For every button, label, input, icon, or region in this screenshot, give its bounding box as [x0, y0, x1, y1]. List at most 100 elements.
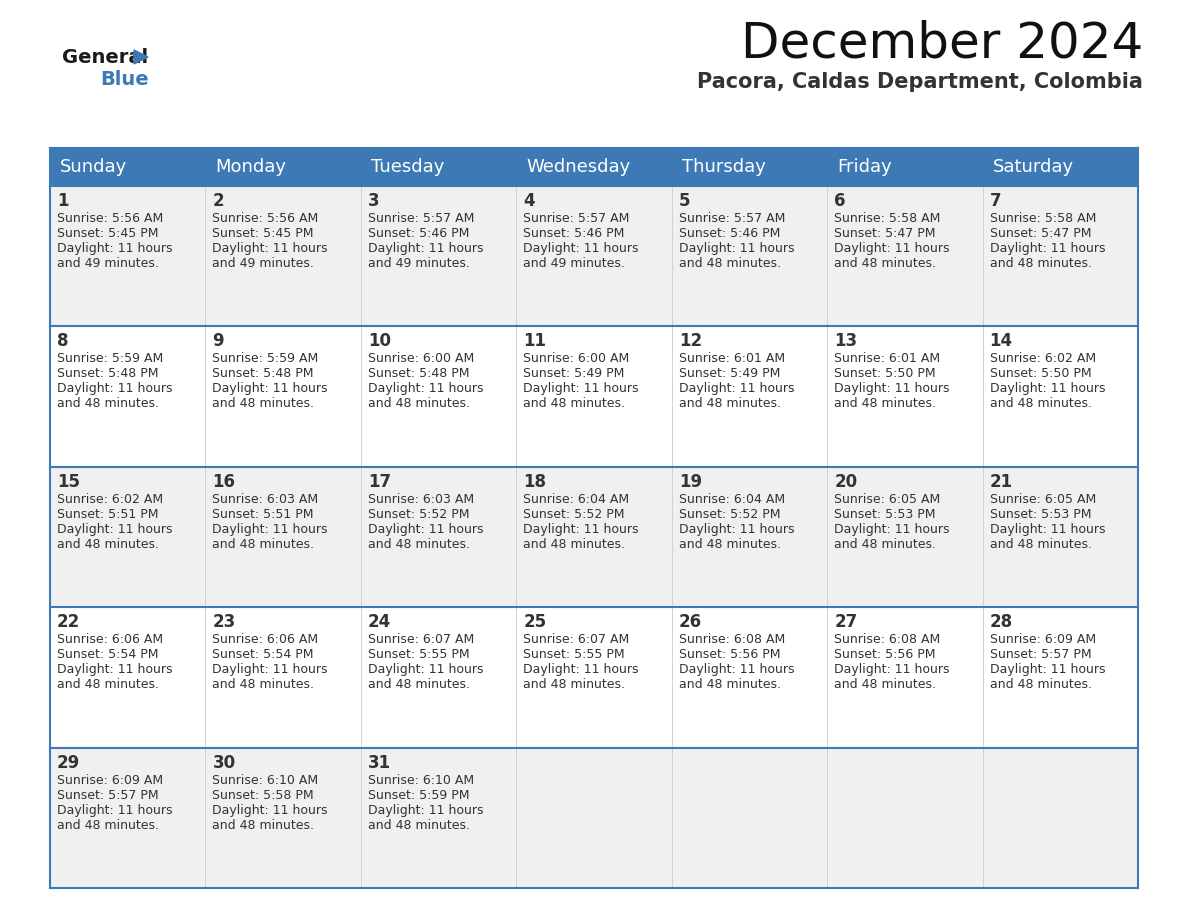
Text: Sunrise: 6:02 AM: Sunrise: 6:02 AM	[57, 493, 163, 506]
Text: and 48 minutes.: and 48 minutes.	[213, 538, 315, 551]
Polygon shape	[134, 50, 148, 64]
Text: Sunset: 5:56 PM: Sunset: 5:56 PM	[678, 648, 781, 661]
Text: Daylight: 11 hours: Daylight: 11 hours	[213, 522, 328, 536]
Text: 10: 10	[368, 332, 391, 351]
Text: Daylight: 11 hours: Daylight: 11 hours	[523, 663, 639, 677]
Text: Sunrise: 5:56 AM: Sunrise: 5:56 AM	[213, 212, 318, 225]
Text: Sunset: 5:48 PM: Sunset: 5:48 PM	[368, 367, 469, 380]
Text: and 48 minutes.: and 48 minutes.	[990, 257, 1092, 270]
Text: and 48 minutes.: and 48 minutes.	[213, 397, 315, 410]
Text: 15: 15	[57, 473, 80, 491]
Text: Daylight: 11 hours: Daylight: 11 hours	[57, 803, 172, 817]
Text: 6: 6	[834, 192, 846, 210]
Text: Sunrise: 6:02 AM: Sunrise: 6:02 AM	[990, 353, 1095, 365]
Text: Sunset: 5:47 PM: Sunset: 5:47 PM	[990, 227, 1091, 240]
Bar	[50, 186, 1138, 327]
Text: Sunset: 5:55 PM: Sunset: 5:55 PM	[368, 648, 469, 661]
Text: 18: 18	[523, 473, 546, 491]
Text: Sunrise: 6:09 AM: Sunrise: 6:09 AM	[57, 774, 163, 787]
Text: and 48 minutes.: and 48 minutes.	[57, 819, 159, 832]
Text: Sunrise: 6:01 AM: Sunrise: 6:01 AM	[834, 353, 940, 365]
Text: 24: 24	[368, 613, 391, 632]
Text: and 48 minutes.: and 48 minutes.	[213, 678, 315, 691]
Text: Daylight: 11 hours: Daylight: 11 hours	[368, 242, 484, 255]
Text: Sunrise: 6:00 AM: Sunrise: 6:00 AM	[368, 353, 474, 365]
Text: Saturday: Saturday	[992, 158, 1074, 176]
Text: Sunrise: 5:57 AM: Sunrise: 5:57 AM	[678, 212, 785, 225]
Text: and 49 minutes.: and 49 minutes.	[523, 257, 625, 270]
Text: Daylight: 11 hours: Daylight: 11 hours	[990, 383, 1105, 396]
Text: Daylight: 11 hours: Daylight: 11 hours	[523, 242, 639, 255]
Text: Sunrise: 6:06 AM: Sunrise: 6:06 AM	[213, 633, 318, 646]
Text: Daylight: 11 hours: Daylight: 11 hours	[213, 242, 328, 255]
Bar	[50, 148, 1138, 186]
Text: Sunset: 5:46 PM: Sunset: 5:46 PM	[523, 227, 625, 240]
Text: Daylight: 11 hours: Daylight: 11 hours	[57, 663, 172, 677]
Text: Thursday: Thursday	[682, 158, 765, 176]
Text: 13: 13	[834, 332, 858, 351]
Text: and 48 minutes.: and 48 minutes.	[57, 678, 159, 691]
Text: Daylight: 11 hours: Daylight: 11 hours	[213, 663, 328, 677]
Text: Daylight: 11 hours: Daylight: 11 hours	[834, 383, 949, 396]
Text: 3: 3	[368, 192, 379, 210]
Text: Sunset: 5:45 PM: Sunset: 5:45 PM	[57, 227, 158, 240]
Text: Daylight: 11 hours: Daylight: 11 hours	[213, 803, 328, 817]
Text: Sunrise: 5:56 AM: Sunrise: 5:56 AM	[57, 212, 163, 225]
Text: and 48 minutes.: and 48 minutes.	[213, 819, 315, 832]
Text: Sunset: 5:48 PM: Sunset: 5:48 PM	[213, 367, 314, 380]
Text: Sunset: 5:53 PM: Sunset: 5:53 PM	[834, 508, 936, 521]
Text: Sunset: 5:52 PM: Sunset: 5:52 PM	[368, 508, 469, 521]
Text: and 48 minutes.: and 48 minutes.	[678, 538, 781, 551]
Text: Sunset: 5:51 PM: Sunset: 5:51 PM	[57, 508, 158, 521]
Text: Sunrise: 6:06 AM: Sunrise: 6:06 AM	[57, 633, 163, 646]
Text: and 48 minutes.: and 48 minutes.	[834, 678, 936, 691]
Text: and 48 minutes.: and 48 minutes.	[990, 678, 1092, 691]
Text: Daylight: 11 hours: Daylight: 11 hours	[678, 383, 795, 396]
Text: 4: 4	[523, 192, 535, 210]
Text: Sunrise: 5:57 AM: Sunrise: 5:57 AM	[368, 212, 474, 225]
Text: Daylight: 11 hours: Daylight: 11 hours	[990, 522, 1105, 536]
Text: and 49 minutes.: and 49 minutes.	[57, 257, 159, 270]
Text: 25: 25	[523, 613, 546, 632]
Text: Sunrise: 6:10 AM: Sunrise: 6:10 AM	[368, 774, 474, 787]
Text: Sunrise: 6:07 AM: Sunrise: 6:07 AM	[523, 633, 630, 646]
Text: and 48 minutes.: and 48 minutes.	[368, 538, 470, 551]
Text: Sunrise: 5:58 AM: Sunrise: 5:58 AM	[834, 212, 941, 225]
Text: 20: 20	[834, 473, 858, 491]
Text: Sunset: 5:46 PM: Sunset: 5:46 PM	[678, 227, 781, 240]
Text: Sunset: 5:53 PM: Sunset: 5:53 PM	[990, 508, 1091, 521]
Text: and 48 minutes.: and 48 minutes.	[57, 397, 159, 410]
Bar	[50, 466, 1138, 607]
Text: and 48 minutes.: and 48 minutes.	[368, 819, 470, 832]
Text: 7: 7	[990, 192, 1001, 210]
Text: Sunrise: 6:07 AM: Sunrise: 6:07 AM	[368, 633, 474, 646]
Text: December 2024: December 2024	[741, 20, 1143, 68]
Text: 22: 22	[57, 613, 81, 632]
Bar	[50, 607, 1138, 747]
Text: 1: 1	[57, 192, 69, 210]
Text: Sunset: 5:45 PM: Sunset: 5:45 PM	[213, 227, 314, 240]
Text: and 48 minutes.: and 48 minutes.	[990, 538, 1092, 551]
Text: and 48 minutes.: and 48 minutes.	[834, 397, 936, 410]
Text: 28: 28	[990, 613, 1012, 632]
Text: Sunset: 5:48 PM: Sunset: 5:48 PM	[57, 367, 158, 380]
Text: and 48 minutes.: and 48 minutes.	[368, 678, 470, 691]
Text: Daylight: 11 hours: Daylight: 11 hours	[368, 522, 484, 536]
Text: and 48 minutes.: and 48 minutes.	[57, 538, 159, 551]
Text: 9: 9	[213, 332, 225, 351]
Text: 12: 12	[678, 332, 702, 351]
Text: Daylight: 11 hours: Daylight: 11 hours	[368, 663, 484, 677]
Text: Sunset: 5:49 PM: Sunset: 5:49 PM	[523, 367, 625, 380]
Text: Sunset: 5:49 PM: Sunset: 5:49 PM	[678, 367, 781, 380]
Text: Daylight: 11 hours: Daylight: 11 hours	[57, 522, 172, 536]
Text: Pacora, Caldas Department, Colombia: Pacora, Caldas Department, Colombia	[697, 72, 1143, 92]
Text: 19: 19	[678, 473, 702, 491]
Text: Sunrise: 5:58 AM: Sunrise: 5:58 AM	[990, 212, 1097, 225]
Text: 21: 21	[990, 473, 1012, 491]
Text: and 48 minutes.: and 48 minutes.	[523, 538, 625, 551]
Text: Daylight: 11 hours: Daylight: 11 hours	[57, 383, 172, 396]
Text: Daylight: 11 hours: Daylight: 11 hours	[990, 663, 1105, 677]
Text: Tuesday: Tuesday	[371, 158, 444, 176]
Text: Sunrise: 6:04 AM: Sunrise: 6:04 AM	[523, 493, 630, 506]
Text: Sunrise: 6:05 AM: Sunrise: 6:05 AM	[990, 493, 1095, 506]
